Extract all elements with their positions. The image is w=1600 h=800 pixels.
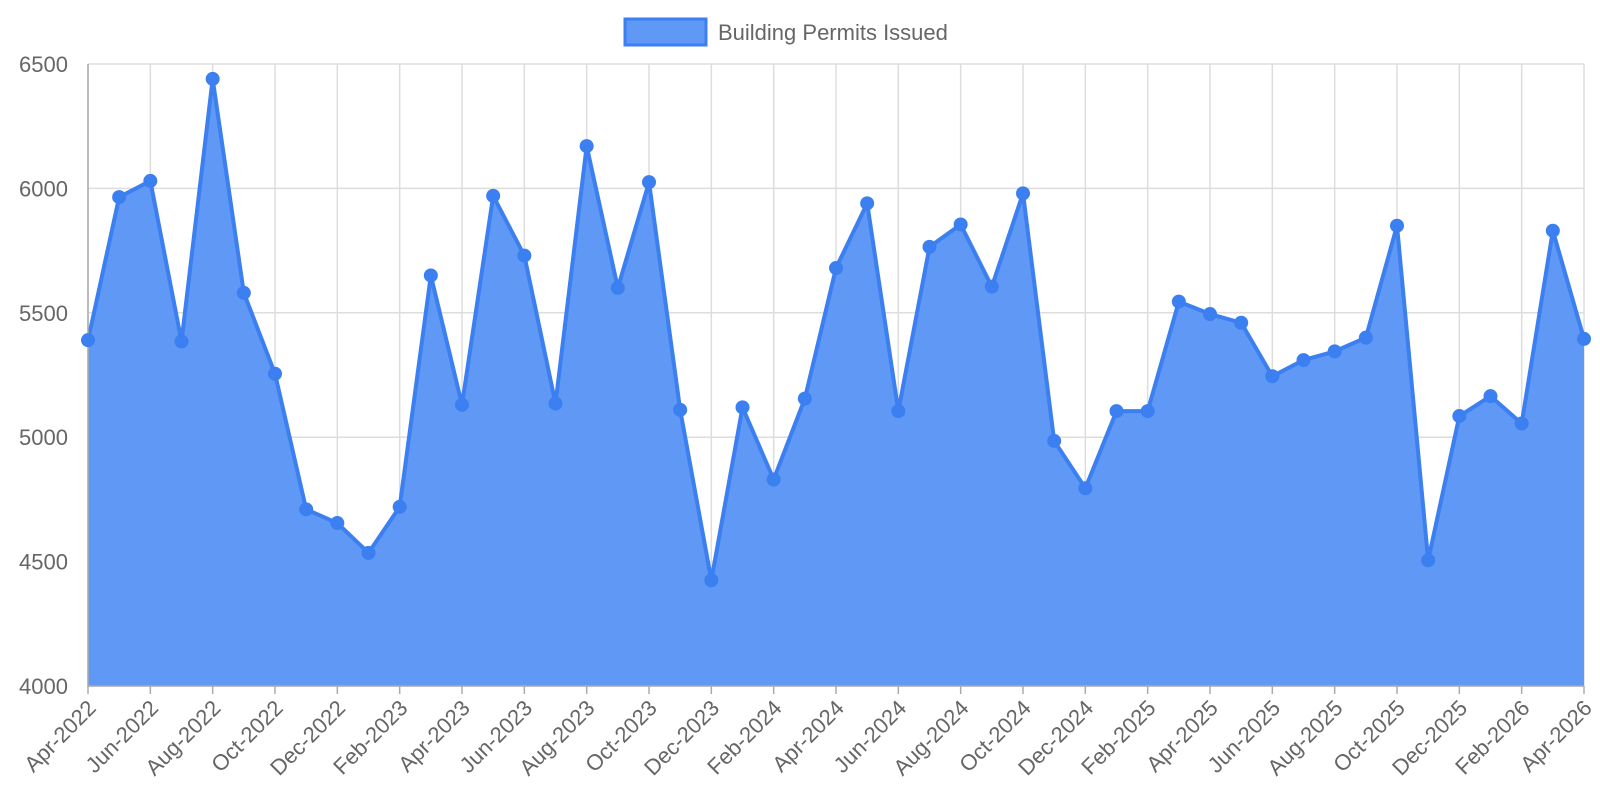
- data-point[interactable]: [392, 499, 407, 514]
- y-tick-label: 5500: [19, 301, 68, 326]
- data-point[interactable]: [205, 71, 220, 86]
- data-point[interactable]: [891, 404, 906, 419]
- data-point[interactable]: [1203, 307, 1217, 322]
- data-point[interactable]: [1016, 186, 1030, 201]
- legend-label: Building Permits Issued: [718, 20, 948, 45]
- data-point[interactable]: [1421, 553, 1436, 568]
- data-point[interactable]: [143, 173, 158, 188]
- data-point[interactable]: [1296, 353, 1311, 368]
- y-tick-label: 6000: [19, 176, 68, 201]
- data-point[interactable]: [1327, 344, 1342, 359]
- data-point[interactable]: [1109, 404, 1124, 419]
- data-point[interactable]: [642, 175, 656, 190]
- data-point[interactable]: [1577, 331, 1591, 346]
- data-point[interactable]: [673, 402, 688, 417]
- data-point[interactable]: [1514, 416, 1529, 431]
- data-point[interactable]: [174, 334, 189, 349]
- data-point[interactable]: [766, 472, 781, 487]
- data-point[interactable]: [361, 545, 376, 560]
- y-tick-label: 4500: [19, 550, 68, 575]
- data-point[interactable]: [423, 268, 438, 283]
- data-point[interactable]: [112, 190, 127, 205]
- legend-swatch: [623, 17, 708, 47]
- y-tick-label: 5000: [19, 425, 68, 450]
- data-points: [81, 71, 1591, 588]
- data-point[interactable]: [81, 333, 95, 348]
- legend[interactable]: Building Permits Issued: [623, 17, 948, 47]
- data-point[interactable]: [579, 139, 594, 154]
- data-point[interactable]: [268, 366, 282, 381]
- y-axis-ticks: 4000 4500 5000 5500 6000 6500: [19, 52, 68, 699]
- data-point[interactable]: [704, 573, 719, 588]
- data-point[interactable]: [486, 188, 501, 203]
- data-point[interactable]: [330, 516, 345, 531]
- y-tick-label: 6500: [19, 52, 68, 77]
- data-point[interactable]: [1047, 433, 1062, 448]
- data-point[interactable]: [1545, 223, 1560, 238]
- data-point[interactable]: [1234, 315, 1249, 330]
- data-point[interactable]: [1140, 404, 1155, 419]
- data-point[interactable]: [1265, 369, 1280, 384]
- data-point[interactable]: [1452, 409, 1467, 424]
- data-point[interactable]: [517, 248, 532, 263]
- data-point[interactable]: [735, 400, 750, 415]
- data-point[interactable]: [953, 217, 968, 232]
- series-area: [88, 78, 1584, 687]
- data-point[interactable]: [984, 279, 999, 294]
- data-point[interactable]: [1390, 218, 1404, 233]
- data-point[interactable]: [1171, 294, 1186, 309]
- y-tick-label: 4000: [19, 674, 68, 699]
- data-point[interactable]: [610, 280, 625, 295]
- data-point[interactable]: [455, 397, 469, 412]
- data-point[interactable]: [236, 285, 251, 300]
- data-point[interactable]: [548, 396, 563, 411]
- data-point[interactable]: [797, 391, 812, 406]
- data-point[interactable]: [1483, 389, 1498, 404]
- x-axis-ticks: Apr-2022Jun-2022Aug-2022Oct-2022Dec-2022…: [19, 686, 1597, 780]
- data-point[interactable]: [860, 196, 875, 211]
- data-point[interactable]: [922, 239, 937, 254]
- data-point[interactable]: [299, 502, 314, 517]
- data-point[interactable]: [829, 261, 843, 276]
- data-point[interactable]: [1358, 330, 1373, 345]
- data-point[interactable]: [1078, 481, 1093, 496]
